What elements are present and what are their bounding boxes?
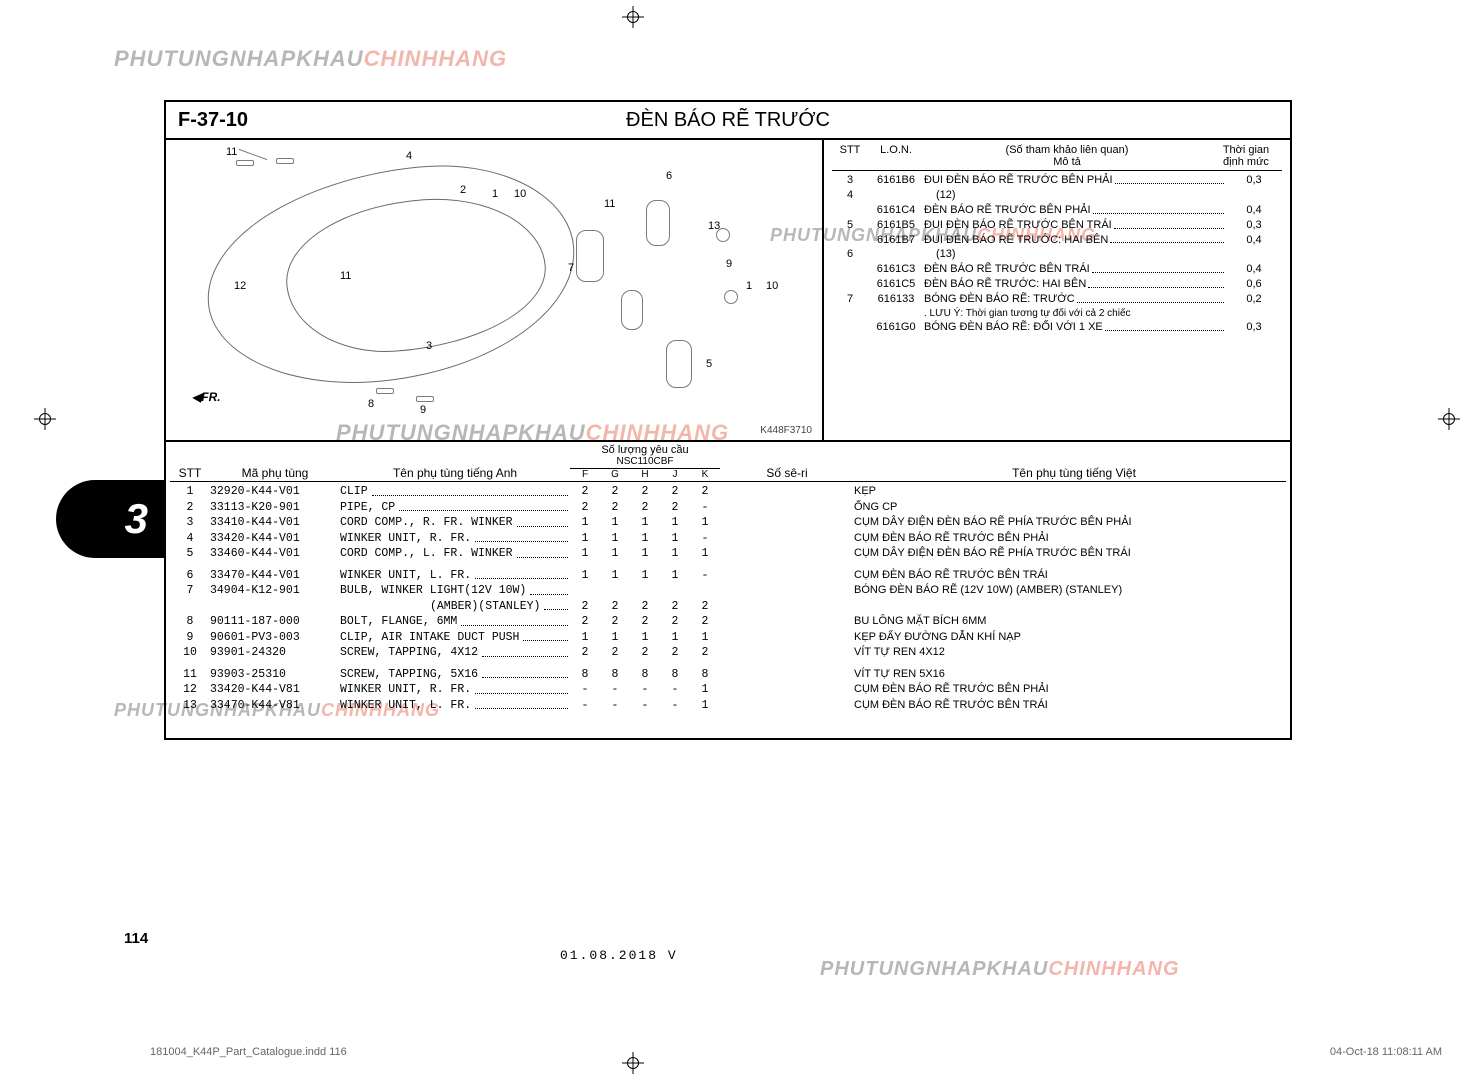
- note-row: 6161B7ĐUI ĐÈN BÁO RẼ TRƯỚC: HAI BÊN0,4: [832, 233, 1282, 248]
- diagram-part: [621, 290, 643, 330]
- th-qty-letter: G: [600, 469, 630, 480]
- callout: 1: [746, 280, 752, 292]
- table-row: 533460-K44-V01CORD COMP., L. FR. WINKER1…: [170, 546, 1286, 562]
- parts-table: STT Mã phụ tùng Tên phụ tùng tiếng Anh S…: [166, 442, 1290, 738]
- table-row: (AMBER)(STANLEY)22222: [170, 599, 1286, 615]
- diagram-part: [646, 200, 670, 246]
- th-qty-letter: F: [570, 469, 600, 480]
- table-row: 633470-K44-V01WINKER UNIT, L. FR.1111-CỤ…: [170, 568, 1286, 584]
- diagram-bolt: [236, 160, 254, 166]
- callout: 11: [604, 198, 615, 210]
- diagram-part: [666, 340, 692, 388]
- callout: 11: [226, 146, 237, 158]
- print-footer: 181004_K44P_Part_Catalogue.indd 116 04-O…: [150, 1046, 1442, 1058]
- callout-lead: [239, 149, 268, 160]
- registration-mark-top: [624, 8, 642, 26]
- registration-mark-left: [36, 410, 54, 428]
- table-row: 233113-K20-901PIPE, CP2222-ỐNG CP: [170, 500, 1286, 516]
- table-row: 132920-K44-V01CLIP22222KẸP: [170, 484, 1286, 500]
- footer-file: 181004_K44P_Part_Catalogue.indd 116: [150, 1046, 347, 1058]
- table-row: 433420-K44-V01WINKER UNIT, R. FR.1111-CỤ…: [170, 531, 1286, 547]
- footer-stamp: 04-Oct-18 11:08:11 AM: [1330, 1046, 1442, 1058]
- table-body: 132920-K44-V01CLIP22222KẸP233113-K20-901…: [166, 484, 1290, 713]
- catalog-frame: F-37-10 ĐÈN BÁO RẼ TRƯỚC 11 4 2: [164, 100, 1292, 740]
- watermark: PHUTUNGNHAPKHAUCHINHHANG: [820, 958, 1180, 981]
- revision-date: 01.08.2018 V: [560, 948, 678, 963]
- table-row: 1333470-K44-V81WINKER UNIT, L. FR.----1C…: [170, 698, 1286, 714]
- callout: 9: [420, 404, 426, 416]
- col-time: Thời gian định mức: [1210, 144, 1282, 168]
- diagram-bolt: [376, 388, 394, 394]
- th-qty: Số lượng yêu cầu NSC110CBF FGHJK: [570, 444, 720, 480]
- table-row: 1193903-25310SCREW, TAPPING, 5X1688888VÍ…: [170, 667, 1286, 683]
- note-row: 7616133BÓNG ĐÈN BÁO RẼ: TRƯỚC0,2: [832, 292, 1282, 307]
- diagram-ref: K448F3710: [760, 425, 812, 436]
- callout: 5: [706, 358, 712, 370]
- table-row: 1093901-24320SCREW, TAPPING, 4X1222222VÍ…: [170, 645, 1286, 661]
- callout: 6: [666, 170, 672, 182]
- note-row: 6161G0BÓNG ĐÈN BÁO RẼ: ĐỐI VỚI 1 XE0,3: [832, 320, 1282, 335]
- section-tab: 3: [56, 480, 164, 558]
- col-lon: L.O.N.: [868, 144, 924, 168]
- callout: 12: [234, 280, 246, 292]
- table-row: 333410-K44-V01CORD COMP., R. FR. WINKER1…: [170, 515, 1286, 531]
- watermark: PHUTUNGNHAPKHAUCHINHHANG: [114, 46, 507, 72]
- diagram-part: [724, 290, 738, 304]
- table-row: 734904-K12-901BULB, WINKER LIGHT(12V 10W…: [170, 583, 1286, 599]
- th-vi: Tên phụ tùng tiếng Việt: [854, 466, 1290, 480]
- table-row: 990601-PV3-003CLIP, AIR INTAKE DUCT PUSH…: [170, 630, 1286, 646]
- callout: 8: [368, 398, 374, 410]
- table-rule: [170, 481, 1286, 482]
- callout: 4: [406, 150, 412, 162]
- page-number: 114: [124, 930, 148, 947]
- fr-direction-label: ◀FR.: [192, 390, 221, 404]
- col-desc: (Số tham khảo liên quan) Mô tả: [924, 144, 1210, 168]
- exploded-diagram: 11 4 2 1 10 6 11 13 9 1 10 7 12 11 3 5 8…: [166, 140, 824, 440]
- th-stt: STT: [170, 466, 210, 480]
- note-row: 36161B6ĐUI ĐÈN BÁO RẼ TRƯỚC BÊN PHẢI0,3: [832, 173, 1282, 188]
- table-row: 890111-187-000BOLT, FLANGE, 6MM22222BU L…: [170, 614, 1286, 630]
- notes-body: 36161B6ĐUI ĐÈN BÁO RẼ TRƯỚC BÊN PHẢI0,34…: [832, 173, 1282, 335]
- notes-header: STT L.O.N. (Số tham khảo liên quan) Mô t…: [832, 144, 1282, 171]
- th-qty-letter: K: [690, 469, 720, 480]
- diagram-bolt: [276, 158, 294, 164]
- callout: 10: [514, 188, 526, 200]
- callout: 7: [568, 262, 574, 274]
- callout: 2: [460, 184, 466, 196]
- th-qty-letter: H: [630, 469, 660, 480]
- callout: 10: [766, 280, 778, 292]
- callout: 3: [426, 340, 432, 352]
- callout: 1: [492, 188, 498, 200]
- page-title: ĐÈN BÁO RẼ TRƯỚC: [326, 109, 1290, 132]
- callout: 11: [340, 270, 351, 282]
- th-en: Tên phụ tùng tiếng Anh: [340, 466, 570, 480]
- th-serial: Số sê-ri: [720, 466, 854, 480]
- th-code: Mã phụ tùng: [210, 466, 340, 480]
- upper-panel: 11 4 2 1 10 6 11 13 9 1 10 7 12 11 3 5 8…: [166, 140, 1290, 442]
- callout: 9: [726, 258, 732, 270]
- title-row: F-37-10 ĐÈN BÁO RẼ TRƯỚC: [166, 102, 1290, 140]
- diagram-bolt: [416, 396, 434, 402]
- page-code: F-37-10: [166, 109, 326, 132]
- registration-mark-right: [1440, 410, 1458, 428]
- th-qty-letter: J: [660, 469, 690, 480]
- table-row: 1233420-K44-V81WINKER UNIT, R. FR.----1C…: [170, 682, 1286, 698]
- callout: 13: [708, 220, 720, 232]
- diagram-part: [576, 230, 604, 282]
- col-stt: STT: [832, 144, 868, 168]
- page: PHUTUNGNHAPKHAUCHINHHANG PHUTUNGNHAPKHAU…: [0, 0, 1466, 1080]
- notes-panel: STT L.O.N. (Số tham khảo liên quan) Mô t…: [824, 140, 1290, 440]
- table-header: STT Mã phụ tùng Tên phụ tùng tiếng Anh S…: [166, 442, 1290, 480]
